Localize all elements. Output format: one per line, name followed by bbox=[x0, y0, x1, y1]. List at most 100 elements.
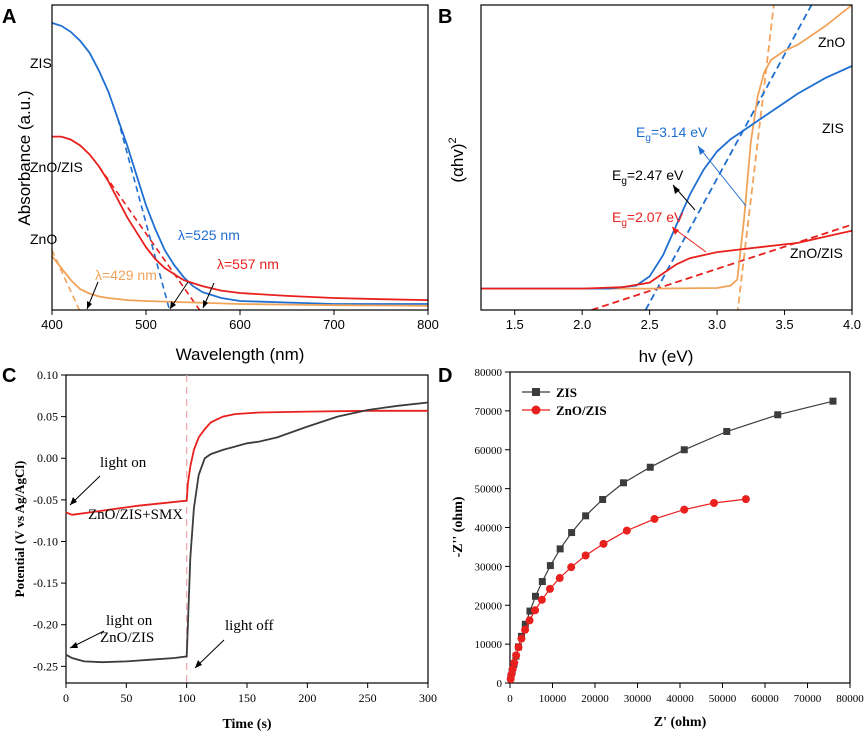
panel-d-point-zis bbox=[521, 620, 529, 628]
panel-d-chart: 0 10000 20000 30000 40000 50000 60000 70000 8000… bbox=[451, 367, 864, 730]
panel-a-xtick-label: 800 bbox=[417, 317, 439, 332]
panel-a-ylabel: Absorbance (a.u.) bbox=[15, 90, 34, 225]
panel-d-point-zis bbox=[538, 578, 546, 586]
panel-a-label-zis: ZIS bbox=[30, 55, 52, 71]
panel-b-series-zis bbox=[481, 65, 852, 290]
panel-c-chart: 0 50 100 150 200 250 300 -0.25 -0.20 -0.15 -0.10 -0… bbox=[12, 368, 437, 732]
panel-c-ylabel: Potential (V vs Ag/AgCl) bbox=[12, 461, 27, 598]
panel-d-ytick-label: 50000 bbox=[475, 484, 503, 496]
panel-a-arrowhead-429 bbox=[87, 301, 92, 309]
panel-c-ytick-label: -0.05 bbox=[33, 493, 58, 507]
panel-b-xtick-label: 3.5 bbox=[776, 317, 794, 332]
panel-d-xlabel: Z' (ohm) bbox=[654, 715, 707, 730]
panel-a-series-zno bbox=[52, 255, 428, 307]
panel-d-point-zis bbox=[546, 562, 554, 570]
panel-d-point-zno-zis bbox=[521, 625, 530, 634]
panel-d-ytick-label: 0 bbox=[497, 678, 503, 690]
panel-b-frame bbox=[480, 4, 853, 311]
panel-d-point-zno-zis bbox=[517, 634, 526, 643]
panel-d-point-zno-zis bbox=[537, 595, 546, 604]
panel-d-point-zno-zis bbox=[741, 495, 750, 504]
panel-c-xtick-label: 100 bbox=[178, 691, 196, 705]
panel-c-arrowhead-light-on-2 bbox=[70, 642, 78, 648]
panel-c-arrowhead-light-off bbox=[195, 660, 202, 668]
panel-c-xtick-label: 50 bbox=[120, 691, 132, 705]
panel-d-xtick-label: 30000 bbox=[624, 693, 652, 705]
panel-d-ytick-label: 70000 bbox=[475, 406, 503, 418]
panel-d-xtick-label: 60000 bbox=[751, 693, 779, 705]
panel-b-tangent-1 bbox=[644, 5, 813, 310]
panel-d-point-zis bbox=[582, 512, 590, 520]
panel-b-label-znozis: ZnO/ZIS bbox=[790, 245, 843, 261]
panel-d-ytick-label: 40000 bbox=[475, 523, 503, 535]
panel-b-arrowhead-314 bbox=[698, 146, 705, 155]
panel-d-point-zno-zis bbox=[650, 514, 659, 523]
panel-c-xtick-label: 250 bbox=[359, 691, 377, 705]
panel-d-point-zno-zis bbox=[599, 539, 608, 548]
legend-label-znozis: ZnO/ZIS bbox=[556, 403, 607, 418]
panel-c-series-zno-zis bbox=[65, 401, 429, 664]
legend-marker-zis bbox=[532, 388, 540, 396]
panel-d-line-zno-zis bbox=[510, 498, 746, 680]
panel-d-point-zno-zis bbox=[512, 651, 521, 660]
panel-d-point-zno-zis bbox=[514, 643, 523, 652]
panel-d-point-zno-zis bbox=[525, 616, 534, 625]
panel-c-xtick-label: 150 bbox=[238, 691, 256, 705]
panel-a-chart: 400 500 600 700 800 Wavelength (nm) Absorban… bbox=[15, 4, 439, 364]
panel-c-series-zno-zis-smx bbox=[65, 409, 428, 516]
panel-label-b: B bbox=[438, 6, 452, 28]
panel-c-text-znozis: ZnO/ZIS bbox=[100, 630, 154, 646]
panel-c-ytick-label: 0.05 bbox=[37, 410, 58, 424]
panel-b-eg-207: Eg=2.07 eV bbox=[612, 209, 684, 229]
panel-d-line-zis bbox=[510, 400, 834, 678]
panel-b-arrow-314 bbox=[697, 145, 747, 207]
panel-d-point-zno-zis bbox=[555, 574, 564, 583]
panel-label-c: C bbox=[2, 365, 16, 387]
panel-d-point-zis bbox=[646, 463, 654, 471]
panel-b-tangent-0 bbox=[736, 5, 775, 310]
panel-label-d: D bbox=[438, 365, 452, 387]
panel-a-xtick-label: 700 bbox=[323, 317, 345, 332]
panel-b-tangent-2 bbox=[591, 223, 852, 310]
panel-d-point-zis bbox=[680, 446, 688, 454]
panel-d-point-zno-zis bbox=[531, 606, 540, 615]
panel-a-lambda-525: λ=525 nm bbox=[178, 227, 240, 243]
panel-a-series-zis bbox=[52, 22, 428, 305]
panel-c-text-light-on-2: light on bbox=[106, 613, 153, 629]
panel-b-xlabel: hv (eV) bbox=[639, 347, 694, 366]
panel-b-xtick-label: 1.5 bbox=[506, 317, 524, 332]
panel-d-point-zno-zis bbox=[581, 551, 590, 560]
panel-d-ytick-label: 80000 bbox=[475, 367, 503, 379]
panel-d-point-zno-zis bbox=[567, 563, 576, 572]
panel-d-point-zis bbox=[774, 411, 782, 419]
panel-d-point-zno-zis bbox=[622, 526, 631, 535]
legend-marker-znozis bbox=[531, 405, 541, 415]
panel-d-point-zno-zis bbox=[710, 499, 718, 508]
panel-b-label-zis: ZIS bbox=[822, 120, 844, 136]
panel-d-point-zis bbox=[568, 529, 576, 537]
panel-c-ytick-label: -0.10 bbox=[33, 534, 58, 548]
panel-a-label-zno: ZnO bbox=[30, 231, 57, 247]
panel-a-xlabel: Wavelength (nm) bbox=[176, 345, 305, 364]
panel-a-tangent-2 bbox=[52, 249, 81, 310]
panel-a-arrowhead-525 bbox=[170, 301, 176, 309]
panel-d-point-zis bbox=[599, 496, 607, 504]
panel-c-text-smx: ZnO/ZIS+SMX bbox=[88, 507, 183, 523]
panel-d-xtick-label: 70000 bbox=[794, 693, 822, 705]
panel-c-ytick-label: 0.00 bbox=[37, 451, 58, 465]
panel-b-xtick-label: 2.0 bbox=[573, 317, 591, 332]
panel-b-label-zno: ZnO bbox=[818, 34, 845, 50]
panel-c-xtick-label: 300 bbox=[419, 691, 437, 705]
panel-d-xtick-label: 10000 bbox=[539, 693, 567, 705]
panel-d-ytick-label: 30000 bbox=[475, 561, 503, 573]
panel-d-ytick-label: 60000 bbox=[475, 445, 503, 457]
panel-d-xtick-label: 40000 bbox=[666, 693, 694, 705]
panel-b-xtick-label: 3.0 bbox=[708, 317, 726, 332]
panel-a-arrowhead-557 bbox=[203, 300, 208, 308]
panel-b-xtick-label: 4.0 bbox=[843, 317, 861, 332]
panel-d-xtick-label: 50000 bbox=[709, 693, 737, 705]
panel-d-point-zno-zis bbox=[545, 584, 554, 593]
panel-a-series-zno-zis bbox=[52, 135, 428, 301]
panel-d-point-zis bbox=[723, 427, 731, 435]
